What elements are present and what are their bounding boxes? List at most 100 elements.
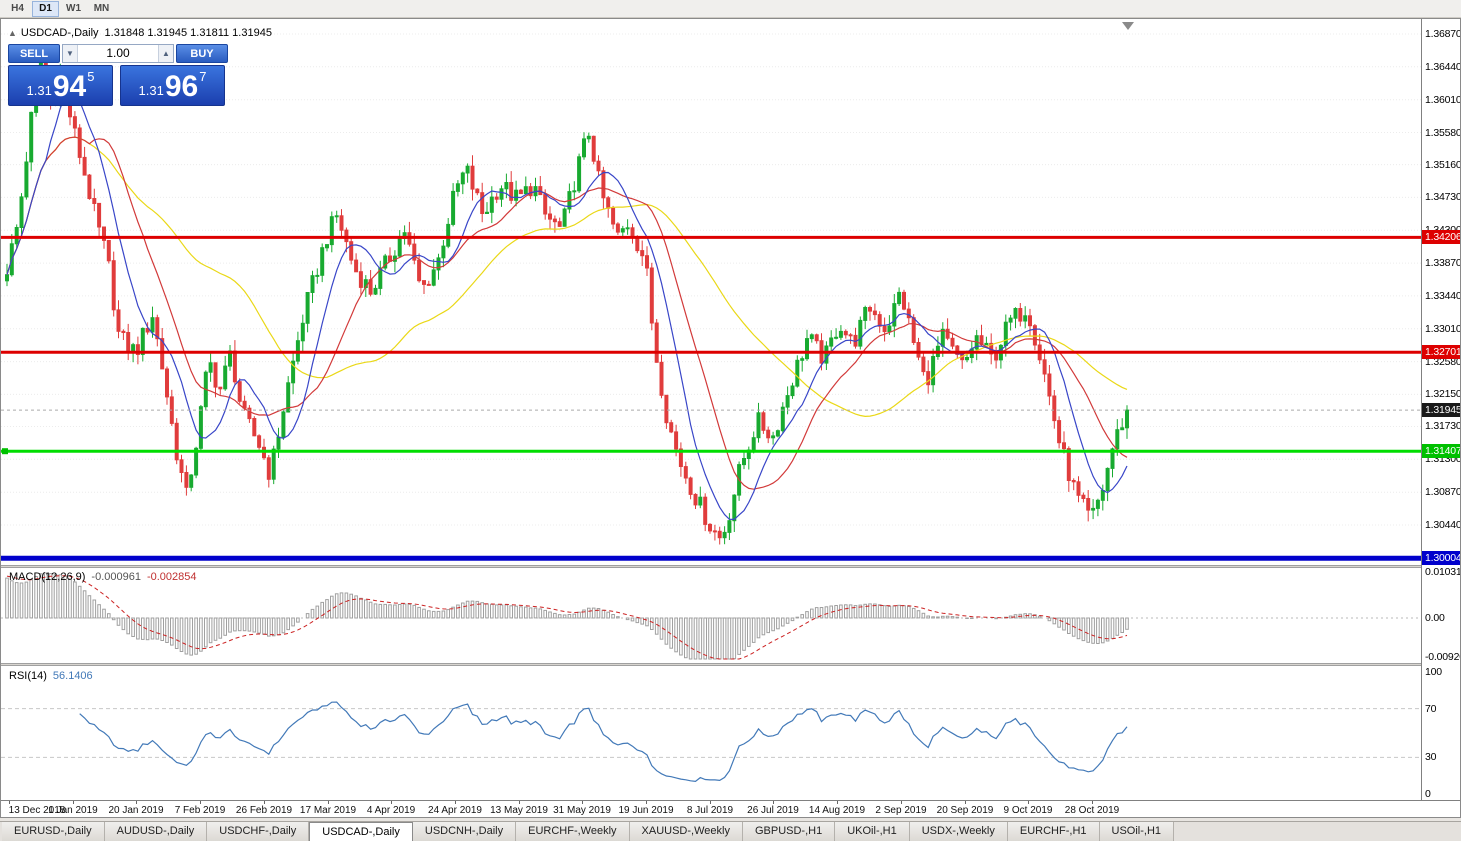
price-scale-tick: 1.32150	[1425, 388, 1461, 400]
timeframe-button-d1[interactable]: D1	[32, 0, 59, 17]
time-axis-tick	[582, 801, 583, 804]
volume-increase-icon[interactable]: ▲	[158, 45, 173, 62]
chart-tab-usoil-h1[interactable]: USOil-,H1	[1099, 822, 1175, 841]
time-axis-tick	[200, 801, 201, 804]
time-axis-tick	[519, 801, 520, 804]
time-axis-tick	[391, 801, 392, 804]
time-axis-tick	[965, 801, 966, 804]
chart-tab-eurusd-daily[interactable]: EURUSD-,Daily	[2, 822, 105, 841]
ma-line-18	[6, 136, 1128, 490]
volume-value[interactable]: 1.00	[106, 46, 130, 60]
time-axis-tick	[328, 801, 329, 804]
price-scale-tick: 1.30440	[1425, 519, 1461, 531]
ask-prefix: 1.31	[138, 83, 164, 98]
price-scale-tick: 1.35580	[1425, 127, 1461, 139]
date-label-1-jan-2019: 1 Jan 2019	[48, 805, 98, 816]
rsi-scale-tick: 100	[1425, 666, 1442, 678]
price-chart-canvas[interactable]	[1, 19, 1421, 565]
ask-big-digits: 96	[164, 70, 199, 103]
macd-main-value: -0.000961	[91, 571, 141, 583]
macd-panel-canvas[interactable]	[1, 568, 1421, 663]
date-label-17-mar-2019: 17 Mar 2019	[299, 805, 357, 816]
chart-tab-usdx-weekly[interactable]: USDX-,Weekly	[909, 822, 1008, 841]
chart-tab-audusd-daily[interactable]: AUDUSD-,Daily	[104, 822, 208, 841]
price-tag-1-31945: 1.31945	[1422, 403, 1460, 417]
price-scale[interactable]: 1.36870 1.36440 1.36010 1.35580 1.35160 1.347…	[1421, 19, 1461, 800]
price-tag-1-31407: 1.31407	[1422, 444, 1460, 458]
sell-button[interactable]: SELL	[8, 44, 60, 63]
level-line-handle[interactable]	[2, 448, 8, 455]
chart-tab-usdcad-daily[interactable]: USDCAD-,Daily	[309, 822, 413, 841]
timeframe-button-w1[interactable]: W1	[66, 2, 81, 14]
date-label-7-feb-2019: 7 Feb 2019	[174, 805, 226, 816]
volume-decrease-icon[interactable]: ▼	[63, 45, 78, 62]
one-click-trading-panel: SELL ▼ 1.00 ▲ BUY 1.31 94 5 1.31 96 7	[8, 44, 228, 106]
chart-shift-marker-icon[interactable]	[1122, 22, 1134, 30]
ma-line-45	[6, 136, 1128, 418]
period-toolbar: H4 D1 W1 MN	[0, 0, 1461, 18]
chart-tab-usdcnh-daily[interactable]: USDCNH-,Daily	[412, 822, 517, 841]
time-axis-tick	[710, 801, 711, 804]
macd-scale-tick: -0.00920	[1425, 651, 1461, 663]
rsi-value: 56.1406	[52, 670, 93, 682]
price-scale-tick: 1.31730	[1425, 420, 1461, 432]
price-scale-tick: 1.36870	[1425, 28, 1461, 40]
price-scale-tick: 1.30870	[1425, 486, 1461, 498]
date-label-9-oct-2019: 9 Oct 2019	[1003, 805, 1053, 816]
macd-scale-tick: 0.00	[1425, 612, 1445, 624]
time-axis-tick	[901, 801, 902, 804]
ma-line-9	[6, 90, 1128, 521]
price-tag-1-34206: 1.34206	[1422, 230, 1460, 244]
price-scale-tick: 1.32580	[1425, 356, 1461, 368]
rsi-indicator-label: RSI(14) 56.1406	[9, 670, 93, 682]
macd-indicator-label: MACD(12,26,9) -0.000961 -0.002854	[9, 571, 197, 583]
time-axis-tick	[837, 801, 838, 804]
timeframe-button-h4[interactable]: H4	[11, 2, 24, 14]
date-label-2-sep-2019: 2 Sep 2019	[875, 805, 927, 816]
date-label-8-jul-2019: 8 Jul 2019	[686, 805, 734, 816]
date-label-20-jan-2019: 20 Jan 2019	[108, 805, 164, 816]
oneclick-collapse-icon[interactable]: ▲	[8, 28, 17, 38]
chart-tab-eurchf-h1[interactable]: EURCHF-,H1	[1007, 822, 1100, 841]
time-axis-tick	[264, 801, 265, 804]
price-tag-1-32701: 1.32701	[1422, 345, 1460, 359]
time-axis-tick	[773, 801, 774, 804]
price-scale-tick: 1.33010	[1425, 323, 1461, 335]
price-scale-tick: 1.36440	[1425, 61, 1461, 73]
rsi-scale-tick: 0	[1425, 788, 1431, 800]
bid-price-display[interactable]: 1.31 94 5	[8, 65, 113, 106]
panel-splitter-rsi[interactable]	[1, 663, 1460, 666]
ask-price-display[interactable]: 1.31 96 7	[120, 65, 225, 106]
volume-field[interactable]: ▼ 1.00 ▲	[62, 44, 174, 63]
panel-splitter-macd[interactable]	[1, 565, 1460, 568]
timeframe-button-mn[interactable]: MN	[93, 2, 110, 14]
price-scale-tick: 1.36010	[1425, 94, 1461, 106]
rsi-panel-canvas[interactable]	[1, 666, 1421, 800]
chart-ohlc-values: 1.31848 1.31945 1.31811 1.31945	[104, 27, 272, 39]
date-label-19-jun-2019: 19 Jun 2019	[618, 805, 674, 816]
time-axis-tick	[646, 801, 647, 804]
ask-pipette: 7	[199, 69, 207, 84]
rsi-line	[79, 701, 1128, 783]
chart-tab-ukoil-h1[interactable]: UKOil-,H1	[835, 822, 910, 841]
date-label-20-sep-2019: 20 Sep 2019	[936, 805, 994, 816]
chart-tab-gbpusd-h1[interactable]: GBPUSD-,H1	[742, 822, 836, 841]
chart-tab-bar: EURUSD-,Daily AUDUSD-,Daily USDCHF-,Daily U…	[0, 821, 1461, 841]
macd-signal-value: -0.002854	[146, 571, 197, 583]
price-tag-1-30004: 1.30004	[1422, 551, 1460, 565]
buy-button[interactable]: BUY	[176, 44, 228, 63]
chart-window[interactable]: ▲ USDCAD-,Daily 1.31848 1.31945 1.31811 1.…	[0, 18, 1461, 818]
time-axis-tick	[1028, 801, 1029, 804]
date-label-24-apr-2019: 24 Apr 2019	[428, 805, 482, 816]
time-axis[interactable]: 13 Dec 2018 1 Jan 2019 20 Jan 2019 7 Feb 20…	[1, 800, 1460, 817]
date-label-13-dec-2018: 13 Dec 2018	[8, 805, 66, 816]
date-label-14-aug-2019: 14 Aug 2019	[808, 805, 866, 816]
date-label-26-feb-2019: 26 Feb 2019	[235, 805, 293, 816]
chart-tab-eurchf-weekly[interactable]: EURCHF-,Weekly	[516, 822, 630, 841]
chart-tab-xauusd-weekly[interactable]: XAUUSD-,Weekly	[629, 822, 743, 841]
rsi-scale-tick: 70	[1425, 703, 1437, 715]
rsi-name: RSI(14)	[9, 670, 47, 682]
time-axis-tick	[73, 801, 74, 804]
time-axis-tick	[1092, 801, 1093, 804]
chart-tab-usdchf-daily[interactable]: USDCHF-,Daily	[207, 822, 310, 841]
